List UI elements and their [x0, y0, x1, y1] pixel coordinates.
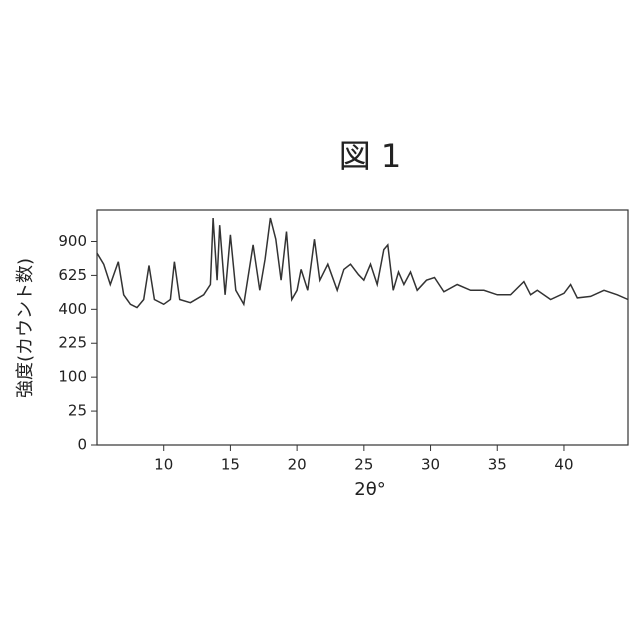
chart: 図 1 2θ° 強度(カウント数) 0 25 100 225 400 625 900 10 15… — [0, 0, 640, 640]
data-line — [97, 218, 628, 308]
x-tick-label: 20 — [288, 456, 307, 474]
x-tick-label: 35 — [488, 456, 507, 474]
x-tick-label: 40 — [554, 456, 573, 474]
plot-frame — [97, 210, 628, 445]
chart-title: 図 1 — [339, 137, 402, 175]
y-tick-label: 625 — [58, 266, 87, 284]
y-tick-label: 100 — [58, 368, 87, 386]
x-tick-label: 25 — [354, 456, 373, 474]
x-tick-label: 10 — [154, 456, 173, 474]
y-axis-label: 強度(カウント数) — [15, 258, 36, 398]
y-tick-label: 0 — [77, 436, 87, 454]
y-tick-label: 900 — [58, 232, 87, 250]
x-tick-label: 15 — [221, 456, 240, 474]
y-tick-label: 25 — [68, 402, 87, 420]
y-tick-label: 225 — [58, 334, 87, 352]
y-tick-label: 400 — [58, 300, 87, 318]
x-tick-label: 30 — [421, 456, 440, 474]
x-axis-label: 2θ° — [354, 479, 385, 500]
